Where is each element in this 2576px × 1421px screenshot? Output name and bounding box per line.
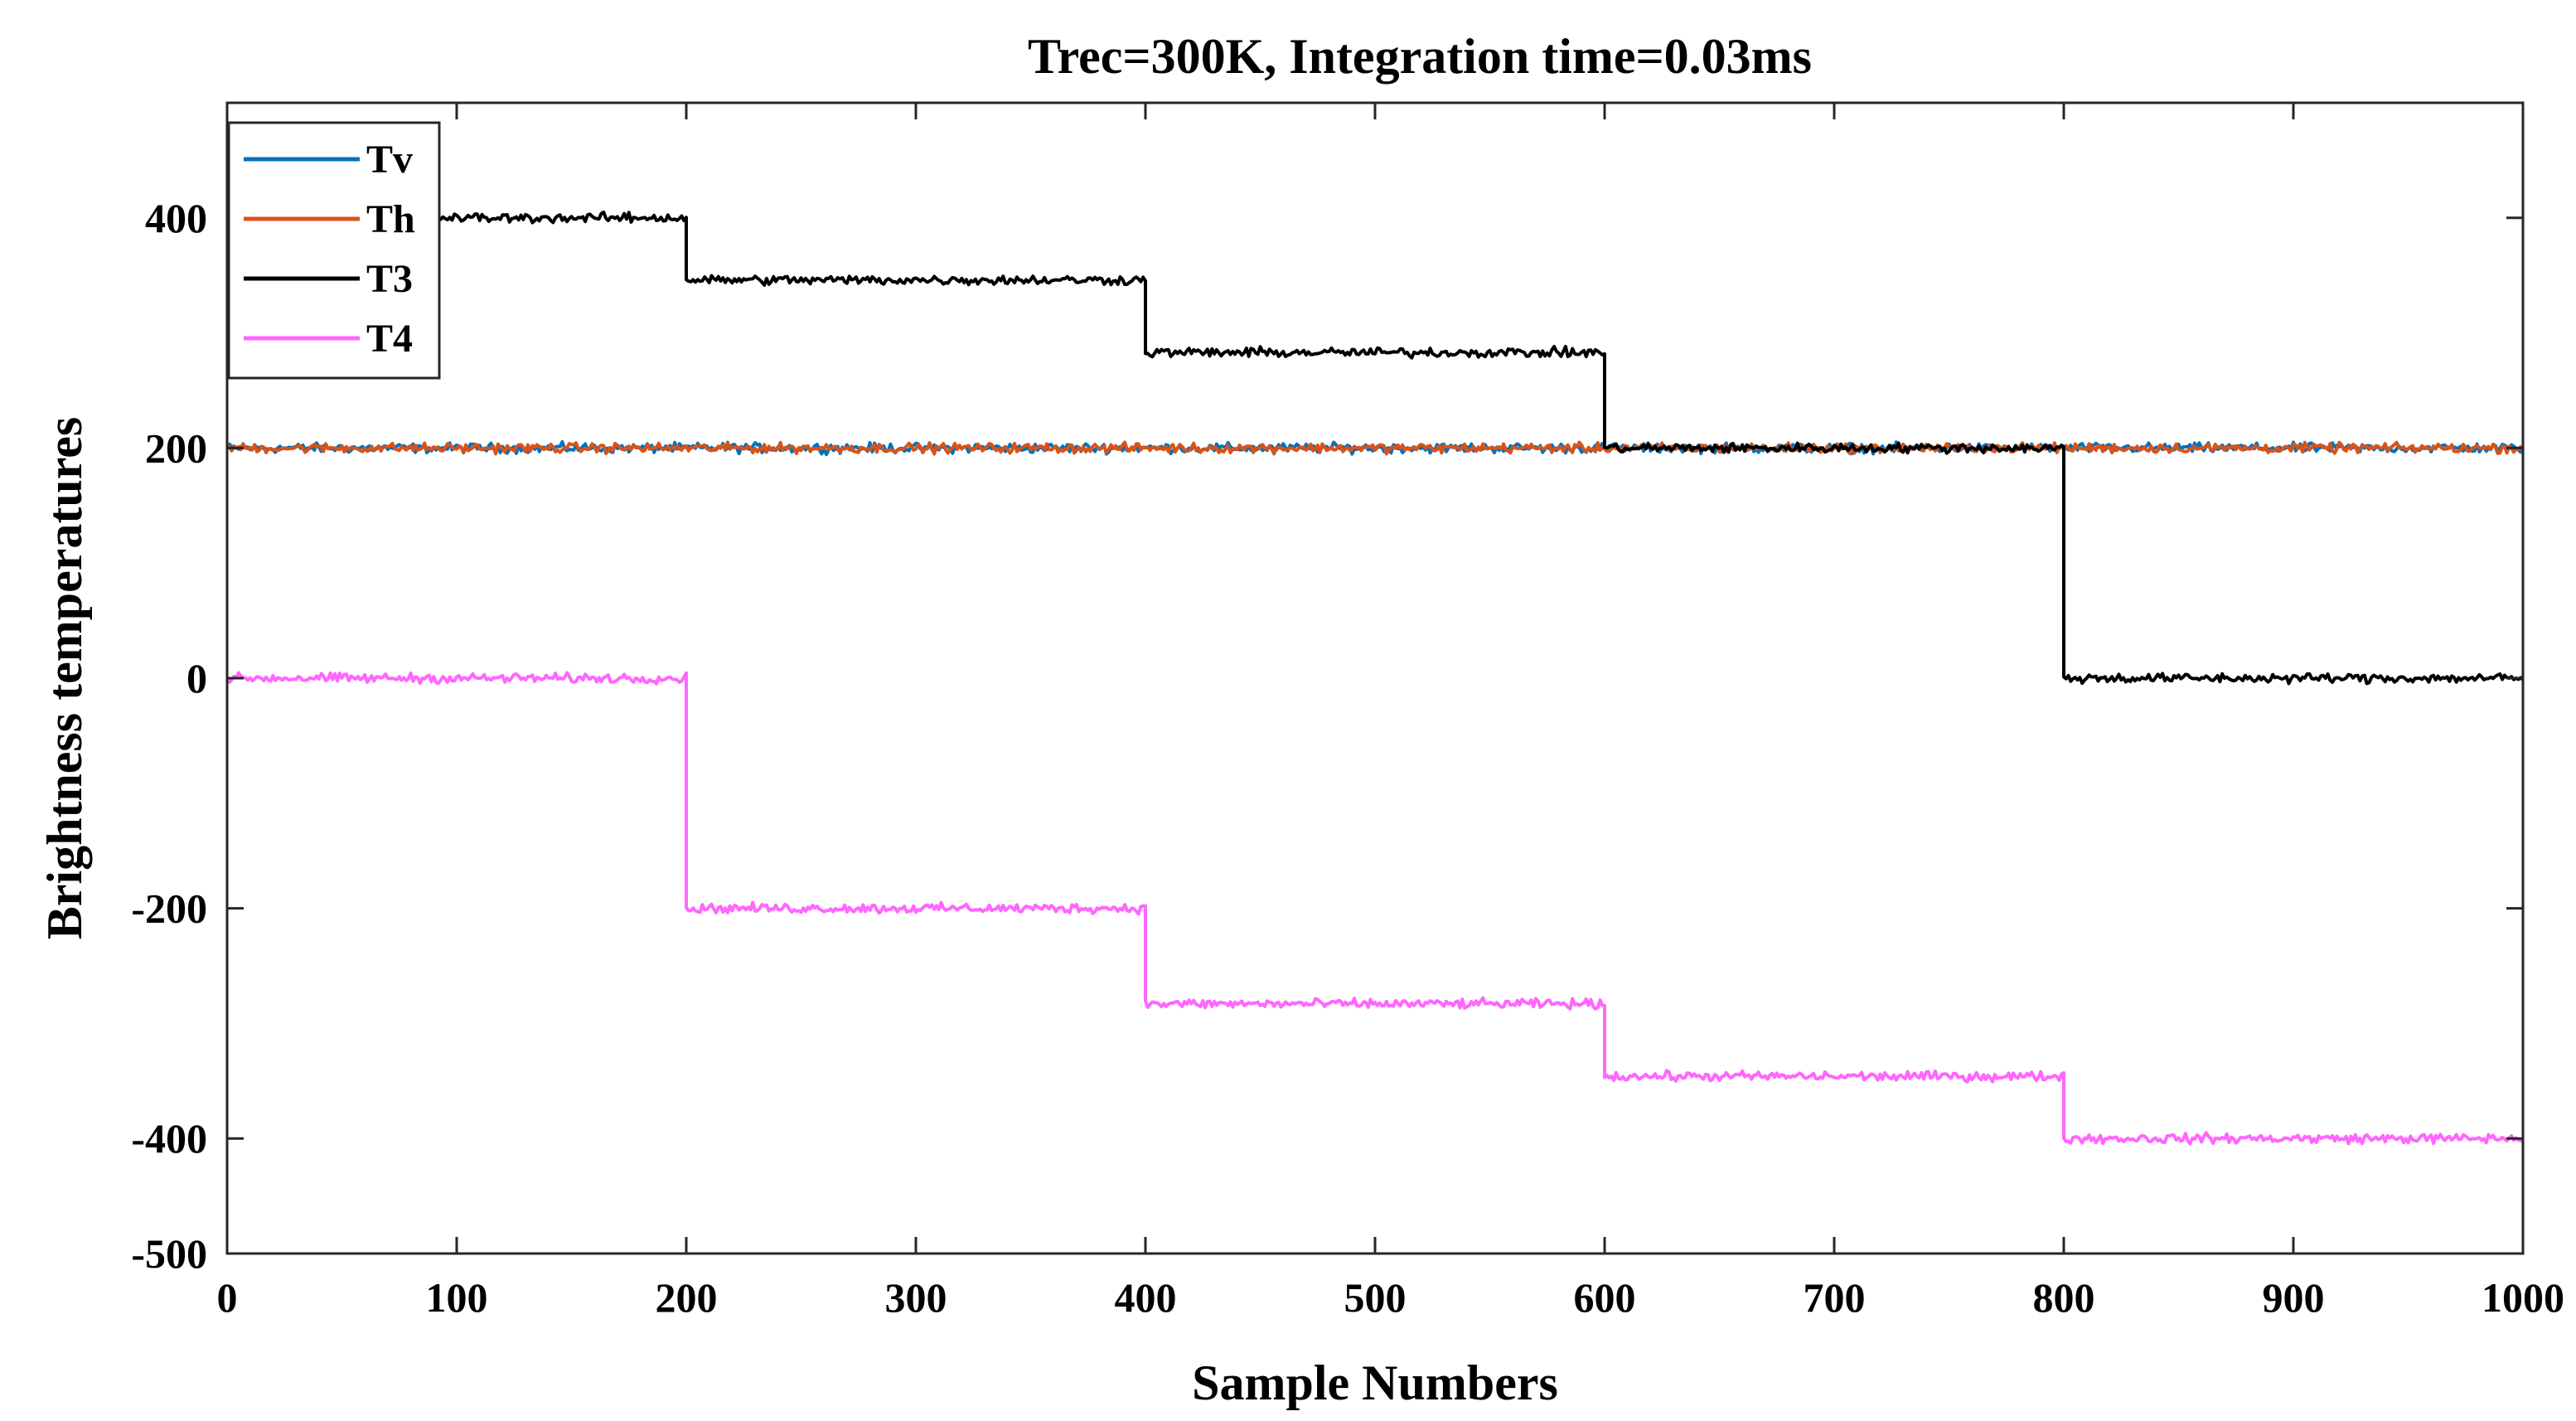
- x-tick-label: 1000: [2482, 1274, 2564, 1321]
- x-tick-label: 600: [1574, 1274, 1636, 1321]
- series-line-t4: [225, 671, 2524, 1146]
- legend-label-t4: T4: [366, 317, 413, 361]
- legend-label-t3: T3: [366, 257, 413, 301]
- x-tick-label: 100: [426, 1274, 488, 1321]
- series-line-th: [225, 440, 2525, 456]
- x-tick-label: 400: [1115, 1274, 1177, 1321]
- plot-area: [225, 211, 2525, 1146]
- x-tick-label: 700: [1804, 1274, 1866, 1321]
- legend-label-th: Th: [366, 197, 415, 241]
- x-tick-label: 200: [656, 1274, 718, 1321]
- y-axis-label: Brightness temperatures: [37, 417, 92, 939]
- x-tick-label: 500: [1344, 1274, 1407, 1321]
- y-tick-label: -400: [131, 1115, 207, 1162]
- series-line-t3: [226, 211, 2525, 686]
- axis-ticks: 0 100 200 300 400 500 600 700 800 900 1000 -500 -400…: [131, 103, 2564, 1321]
- x-axis-label: Sample Numbers: [1192, 1356, 1558, 1410]
- x-tick-label: 0: [217, 1274, 238, 1321]
- legend-label-tv: Tv: [366, 138, 413, 182]
- x-tick-label: 300: [885, 1274, 947, 1321]
- y-tick-label: 200: [145, 424, 207, 471]
- legend-box: [227, 121, 441, 380]
- y-tick-label: 400: [145, 195, 207, 241]
- chart-title: Trec=300K, Integration time=0.03ms: [1028, 29, 1812, 84]
- y-tick-label: 0: [186, 655, 207, 701]
- x-tick-label: 800: [2033, 1274, 2095, 1321]
- y-tick-label: -200: [131, 885, 207, 932]
- x-tick-label: 900: [2263, 1274, 2325, 1321]
- y-tick-label: -500: [131, 1230, 207, 1277]
- legend: Tv Th T3 T4: [227, 121, 441, 380]
